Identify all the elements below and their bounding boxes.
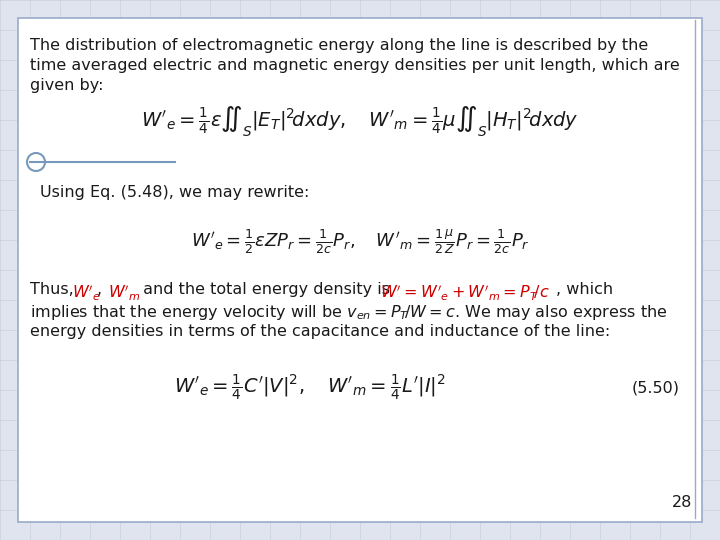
Text: ,: , [97, 282, 105, 297]
Text: , which: , which [556, 282, 613, 297]
Text: $W'_e = \frac{1}{4}\varepsilon \iint_S |E_T|^2\!dxdy,\quad W'_m = \frac{1}{4}\mu: $W'_e = \frac{1}{4}\varepsilon \iint_S |… [141, 105, 579, 139]
Text: time averaged electric and magnetic energy densities per unit length, which are: time averaged electric and magnetic ener… [30, 58, 680, 73]
Text: 28: 28 [672, 495, 692, 510]
FancyBboxPatch shape [18, 18, 702, 522]
Text: implies that the energy velocity will be $\mathit{v_{en}} = \mathit{P_T\!/W} = \: implies that the energy velocity will be… [30, 303, 667, 322]
Text: $W'_e = \frac{1}{2}\varepsilon ZP_r = \frac{1}{2c}P_r,\quad W'_m = \frac{1}{2}\f: $W'_e = \frac{1}{2}\varepsilon ZP_r = \f… [191, 228, 529, 256]
Text: given by:: given by: [30, 78, 104, 93]
Text: $\mathit{W'_e}$: $\mathit{W'_e}$ [72, 282, 101, 302]
Text: energy densities in terms of the capacitance and inductance of the line:: energy densities in terms of the capacit… [30, 324, 611, 339]
Text: $\mathit{W'_m}$: $\mathit{W'_m}$ [108, 282, 140, 302]
Text: Using Eq. (5.48), we may rewrite:: Using Eq. (5.48), we may rewrite: [40, 185, 310, 200]
Text: and the total energy density is: and the total energy density is [138, 282, 393, 297]
Text: $\mathit{W' = W'_e + W'_m = P_T\!/c}$: $\mathit{W' = W'_e + W'_m = P_T\!/c}$ [380, 282, 550, 302]
Text: (5.50): (5.50) [632, 381, 680, 395]
Text: $W'_e = \frac{1}{4}C'|V|^2,\quad W'_m = \frac{1}{4}L'|I|^2$: $W'_e = \frac{1}{4}C'|V|^2,\quad W'_m = … [174, 373, 446, 403]
Text: Thus,: Thus, [30, 282, 77, 297]
Text: The distribution of electromagnetic energy along the line is described by the: The distribution of electromagnetic ener… [30, 38, 648, 53]
